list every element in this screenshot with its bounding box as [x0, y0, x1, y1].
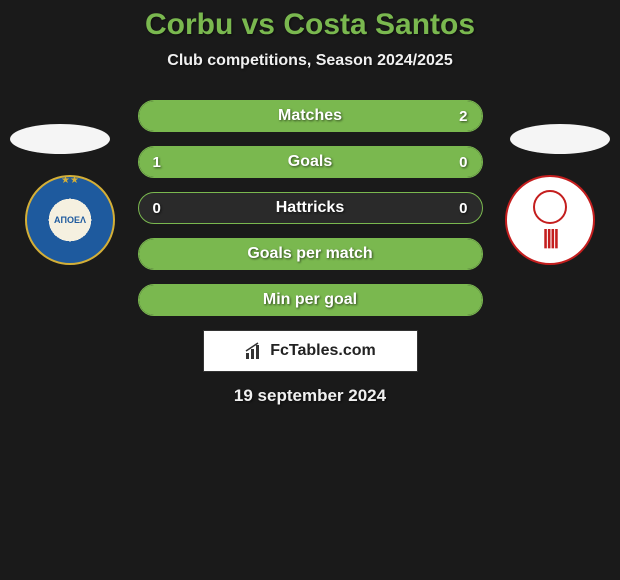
stat-row: 1Goals0: [138, 146, 483, 178]
page-title: Corbu vs Costa Santos: [0, 8, 620, 42]
stat-label: Matches: [139, 107, 482, 125]
stat-label: Min per goal: [139, 291, 482, 309]
subtitle: Club competitions, Season 2024/2025: [0, 52, 620, 70]
fctables-logo[interactable]: FcTables.com: [203, 330, 418, 372]
team-badge-right: [505, 175, 595, 265]
stat-value-right: 0: [459, 200, 467, 217]
stats-container: Matches21Goals00Hattricks0Goals per matc…: [138, 100, 483, 316]
comparison-widget: Corbu vs Costa Santos Club competitions,…: [0, 0, 620, 406]
stat-label: Goals per match: [139, 245, 482, 263]
chart-icon: [244, 341, 264, 361]
flag-left: [10, 124, 110, 154]
stat-value-right: 0: [459, 154, 467, 171]
stat-label: Hattricks: [139, 199, 482, 217]
stat-row: Goals per match: [138, 238, 483, 270]
stat-label: Goals: [139, 153, 482, 171]
flag-right: [510, 124, 610, 154]
team-badge-left: [25, 175, 115, 265]
stat-row: 0Hattricks0: [138, 192, 483, 224]
stat-value-right: 2: [459, 108, 467, 125]
logo-text: FcTables.com: [270, 342, 376, 360]
date-label: 19 september 2024: [0, 386, 620, 406]
stat-row: Min per goal: [138, 284, 483, 316]
stat-row: Matches2: [138, 100, 483, 132]
